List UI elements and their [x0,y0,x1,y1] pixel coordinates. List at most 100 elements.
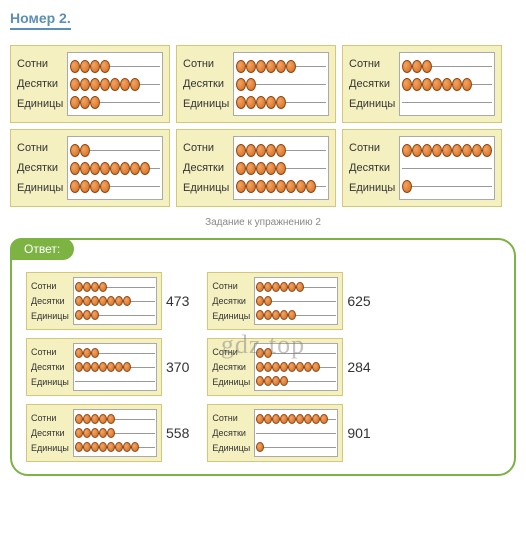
label-hundreds: Сотни [183,58,229,70]
abacus-labels: СотниДесяткиЕдиницы [212,281,250,321]
bead [422,78,432,91]
label-tens: Десятки [212,362,250,372]
bead [70,60,80,73]
bead [412,144,422,157]
bead [286,60,296,73]
bead [236,180,246,193]
bead [91,348,99,358]
bead [80,144,90,157]
bead [90,78,100,91]
rod-hundreds [256,353,336,354]
bead [70,162,80,175]
abacus-frame [67,136,163,200]
answer-item: СотниДесяткиЕдиницы370 [26,338,189,396]
label-tens: Десятки [17,78,63,90]
bead [272,310,280,320]
bead [115,296,123,306]
bead [402,144,412,157]
bead [264,414,272,424]
bead [272,362,280,372]
bead [256,282,264,292]
bead [80,60,90,73]
bead [296,362,304,372]
bead [70,78,80,91]
label-hundreds: Сотни [349,142,395,154]
bead [264,362,272,372]
label-hundreds: Сотни [17,142,63,154]
bead [80,78,90,91]
abacus-frame [254,343,338,391]
rod-hundreds [75,419,155,420]
bead [83,310,91,320]
abacus-labels: СотниДесяткиЕдиницы [17,58,63,110]
bead [131,442,139,452]
bead [123,442,131,452]
bead [256,414,264,424]
bead [70,180,80,193]
abacus-card: СотниДесяткиЕдиницы [10,129,170,207]
bead [100,162,110,175]
label-tens: Десятки [349,162,395,174]
rod-tens [75,367,155,368]
rod-tens [70,84,160,85]
label-hundreds: Сотни [183,142,229,154]
abacus-card: СотниДесяткиЕдиницы [10,45,170,123]
bead [312,362,320,372]
abacus-labels: СотниДесяткиЕдиницы [349,58,395,110]
rod-tens [256,367,336,368]
rod-hundreds [75,353,155,354]
abacus-labels: СотниДесяткиЕдиницы [31,281,69,321]
bead [75,310,83,320]
bead [256,310,264,320]
bead [91,442,99,452]
bead [80,96,90,109]
bead [264,282,272,292]
bead [472,144,482,157]
abacus-card: СотниДесяткиЕдиницы [342,129,502,207]
bead [288,362,296,372]
abacus-labels: СотниДесяткиЕдиницы [31,413,69,453]
label-tens: Десятки [31,362,69,372]
rod-units [402,186,492,187]
bead [100,60,110,73]
abacus-frame [399,136,495,200]
abacus-labels: СотниДесяткиЕдиницы [212,347,250,387]
label-tens: Десятки [349,78,395,90]
bead [236,60,246,73]
bead [140,162,150,175]
bead [264,348,272,358]
rod-units [256,381,336,382]
answer-box: Ответ: СотниДесяткиЕдиницы473СотниДесятк… [10,238,516,476]
label-hundreds: Сотни [212,413,250,423]
bead [90,162,100,175]
bead [99,282,107,292]
label-units: Единицы [17,182,63,194]
abacus-card: СотниДесяткиЕдиницы [26,404,162,462]
bead [246,162,256,175]
bead [75,282,83,292]
bead [110,162,120,175]
bead [264,376,272,386]
bead [412,78,422,91]
bead [402,60,412,73]
bead [276,144,286,157]
bead [266,60,276,73]
rod-tens [256,301,336,302]
rod-tens [402,168,492,169]
bead [286,180,296,193]
label-tens: Десятки [31,296,69,306]
answer-value: 473 [166,293,189,309]
abacus-frame [254,409,338,457]
bead [83,442,91,452]
rod-units [256,447,336,448]
bead [276,162,286,175]
label-hundreds: Сотни [212,281,250,291]
bead [107,296,115,306]
abacus-labels: СотниДесяткиЕдиницы [349,142,395,194]
answer-item: СотниДесяткиЕдиницы901 [207,404,370,462]
label-units: Единицы [212,311,250,321]
bead [276,96,286,109]
bead [462,78,472,91]
bead [422,144,432,157]
rod-units [70,186,160,187]
